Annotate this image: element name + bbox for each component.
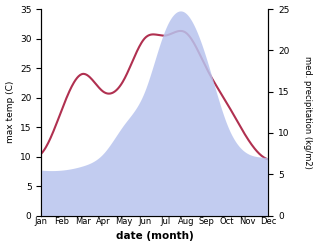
X-axis label: date (month): date (month) xyxy=(116,231,194,242)
Y-axis label: max temp (C): max temp (C) xyxy=(5,81,15,144)
Y-axis label: med. precipitation (kg/m2): med. precipitation (kg/m2) xyxy=(303,56,313,169)
